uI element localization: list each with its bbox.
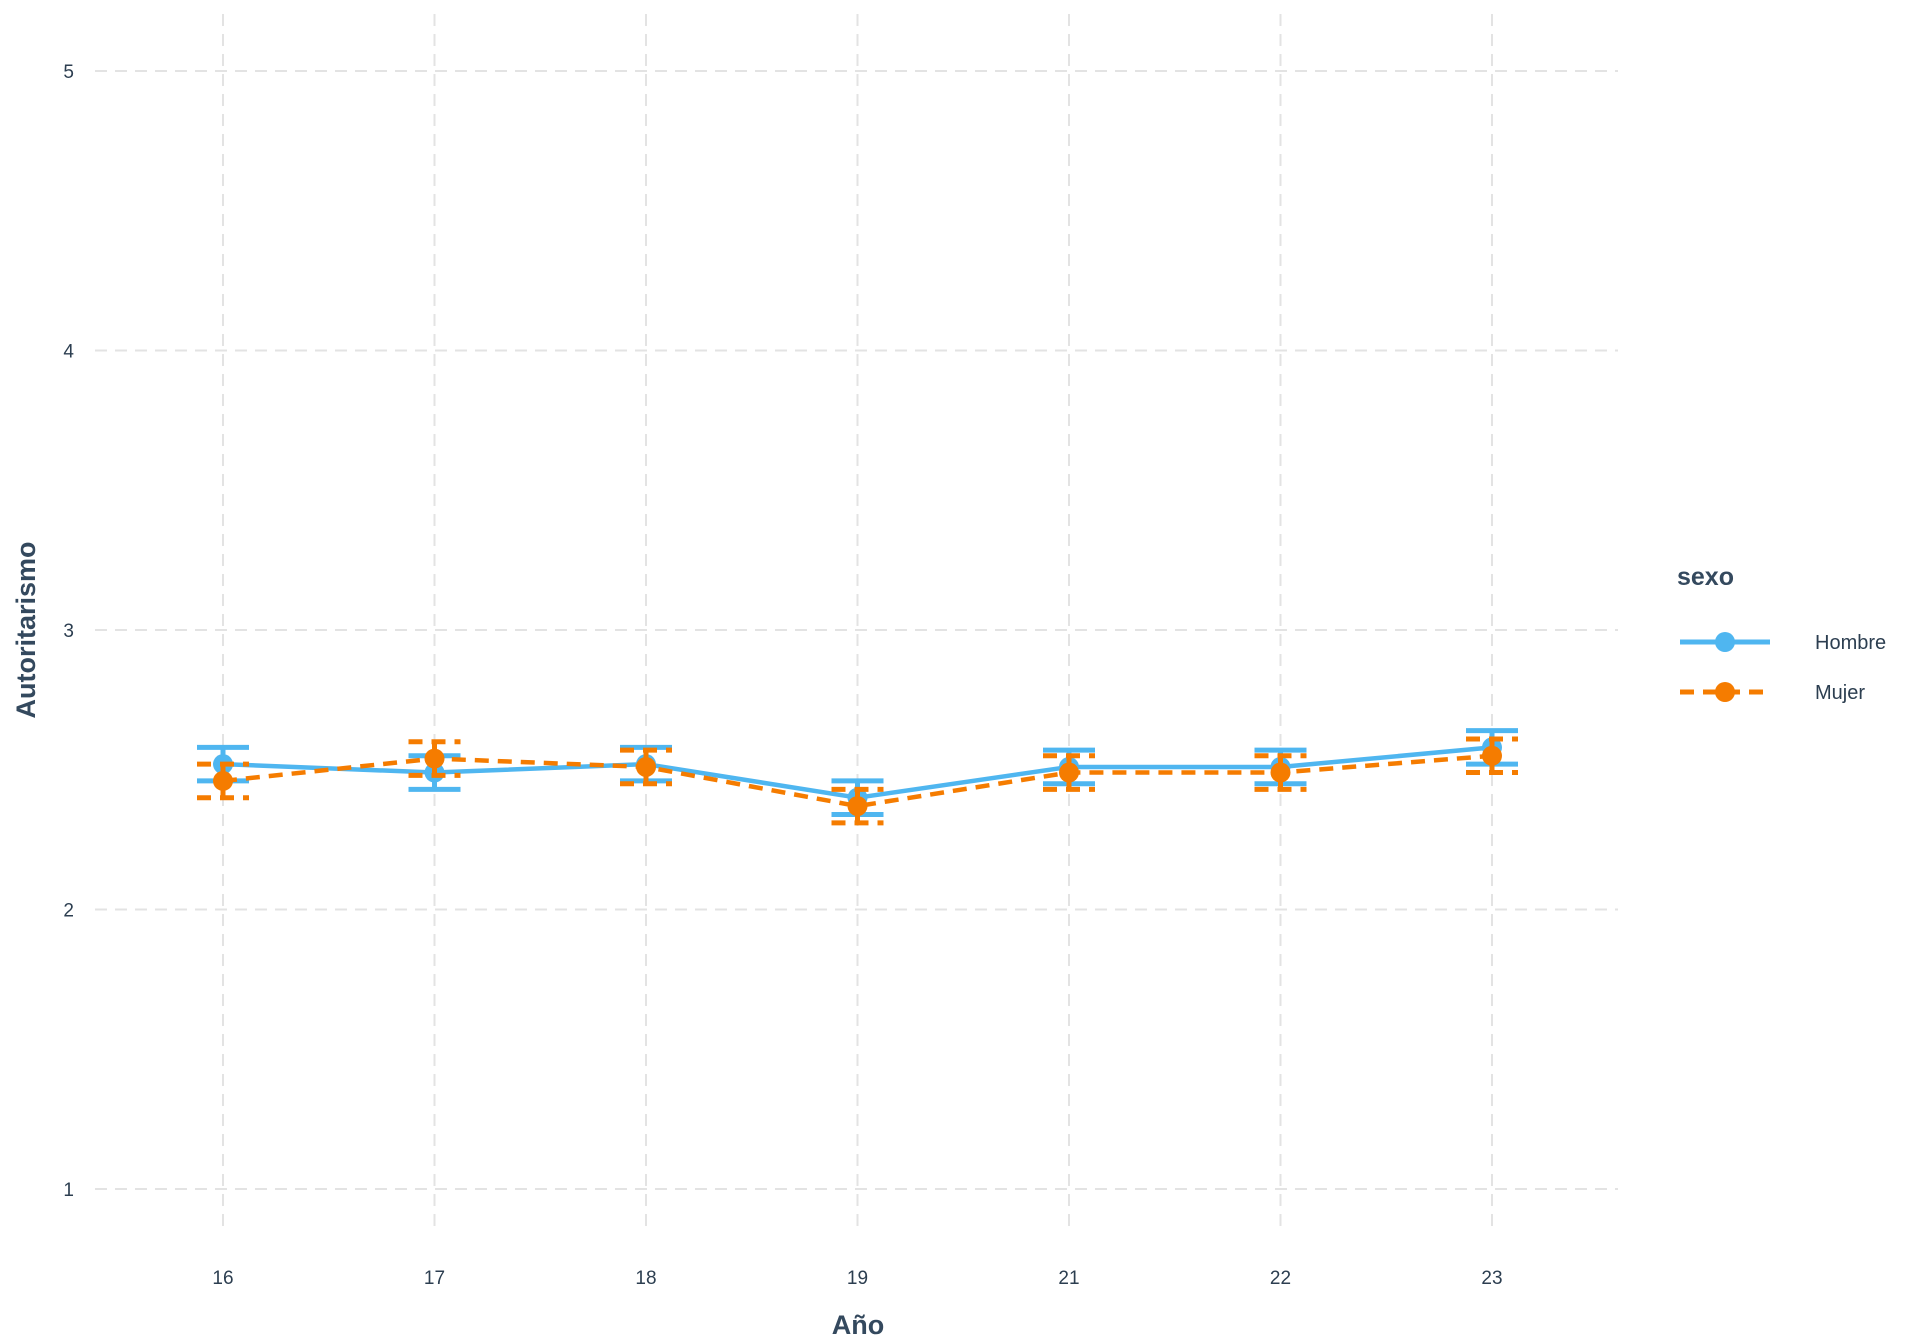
error-bar xyxy=(408,739,461,778)
legend-item-hombre: Hombre xyxy=(1680,632,1886,654)
grid xyxy=(95,14,1618,1232)
series xyxy=(197,728,1518,826)
y-tick-label: 2 xyxy=(63,901,74,922)
x-tick-label: 16 xyxy=(212,1268,233,1289)
data-point xyxy=(1059,762,1079,783)
x-tick-label: 17 xyxy=(424,1268,445,1289)
error-bar xyxy=(197,761,249,801)
data-point xyxy=(213,770,233,791)
x-axis-title: Año xyxy=(832,1310,884,1340)
x-tick-label: 19 xyxy=(847,1268,868,1289)
series-mujer xyxy=(197,736,1518,826)
legend-label: Hombre xyxy=(1815,632,1886,654)
legend-key-point xyxy=(1715,632,1735,652)
data-point xyxy=(636,756,656,777)
data-point xyxy=(424,748,445,769)
x-tick-label: 21 xyxy=(1058,1268,1079,1289)
y-tick-label: 3 xyxy=(63,621,74,642)
x-tick-label: 23 xyxy=(1481,1268,1502,1289)
error-bar xyxy=(1466,736,1518,776)
y-axis-title: Autoritarismo xyxy=(11,541,41,718)
y-axis-ticks: 1 2 3 4 5 xyxy=(63,62,74,1201)
error-bar xyxy=(1254,753,1307,792)
legend: sexo Hombre Mujer xyxy=(1677,563,1886,704)
x-axis-ticks: 16 17 18 19 21 22 23 xyxy=(212,1268,1502,1289)
error-bar xyxy=(620,747,672,787)
y-tick-label: 4 xyxy=(63,342,74,363)
error-bar xyxy=(1043,753,1095,792)
legend-key-point xyxy=(1715,682,1735,702)
data-point xyxy=(1270,762,1291,783)
legend-label: Mujer xyxy=(1815,682,1865,704)
legend-title: sexo xyxy=(1677,563,1734,591)
y-tick-label: 1 xyxy=(63,1180,74,1201)
x-tick-label: 18 xyxy=(635,1268,656,1289)
legend-item-mujer: Mujer xyxy=(1680,682,1865,704)
error-bar xyxy=(831,786,884,826)
x-tick-label: 22 xyxy=(1270,1268,1291,1289)
y-tick-label: 5 xyxy=(63,62,74,83)
data-point xyxy=(847,796,868,817)
legend-items: Hombre Mujer xyxy=(1680,632,1886,704)
data-point xyxy=(1482,745,1502,766)
